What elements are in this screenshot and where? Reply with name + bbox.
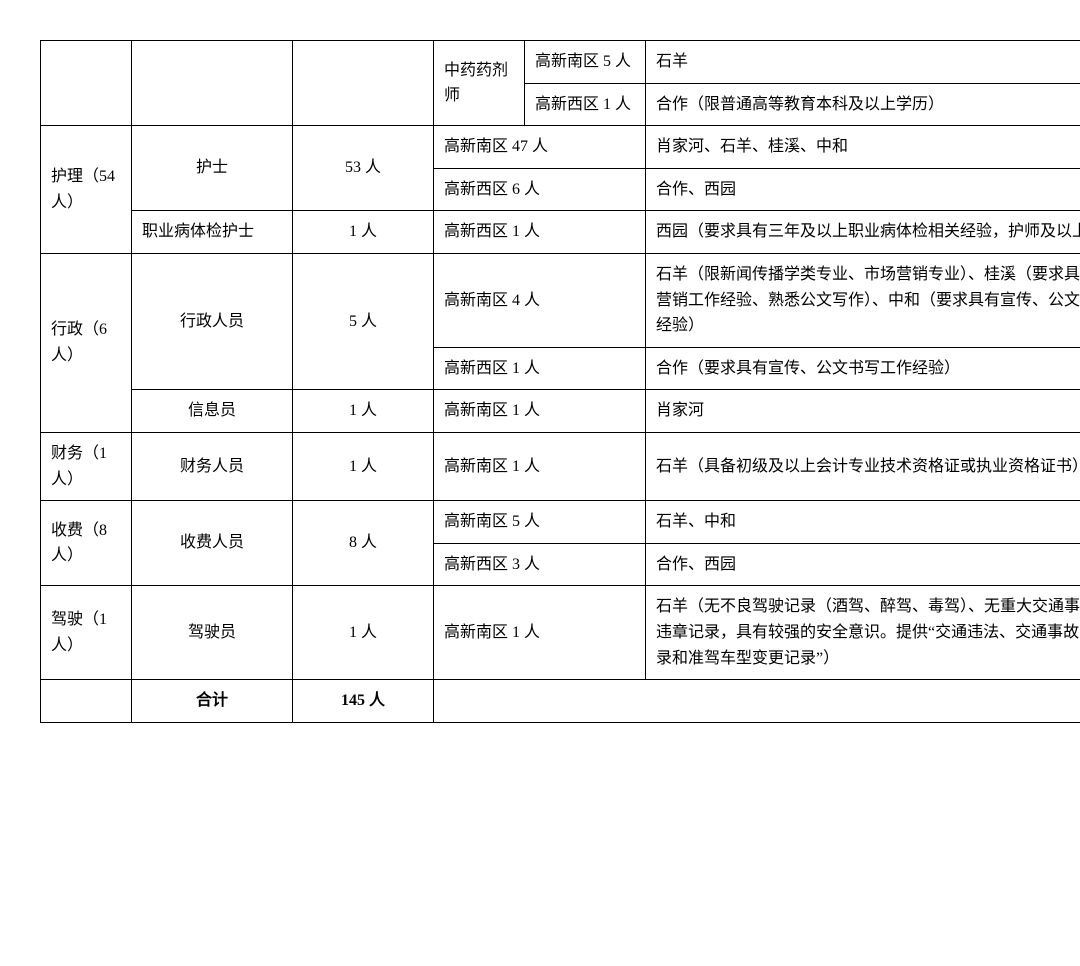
table-row: 信息员1 人高新南区 1 人肖家河 bbox=[41, 390, 1080, 433]
table-cell: 高新西区 1 人 bbox=[525, 83, 646, 126]
table-cell: 8 人 bbox=[293, 501, 434, 586]
table-cell: 1 人 bbox=[293, 586, 434, 680]
table-cell: 财务（1人） bbox=[41, 432, 132, 500]
table-cell: 信息员 bbox=[132, 390, 293, 433]
table-cell: 高新西区 6 人 bbox=[434, 168, 646, 211]
table-cell: 驾驶（1人） bbox=[41, 586, 132, 680]
table-cell: 驾驶员 bbox=[132, 586, 293, 680]
table-row: 收费（8人）收费人员8 人高新南区 5 人石羊、中和 bbox=[41, 501, 1080, 544]
table-cell: 行政人员 bbox=[132, 253, 293, 389]
table-cell bbox=[434, 680, 1080, 723]
table-cell: 1 人 bbox=[293, 432, 434, 500]
table-cell: 高新南区 1 人 bbox=[434, 390, 646, 433]
table-cell bbox=[132, 41, 293, 126]
table-cell: 1 人 bbox=[293, 390, 434, 433]
table-cell: 53 人 bbox=[293, 126, 434, 211]
table-cell: 合作（限普通高等教育本科及以上学历） bbox=[646, 83, 1080, 126]
table-cell: 肖家河 bbox=[646, 390, 1080, 433]
table-cell: 1 人 bbox=[293, 211, 434, 254]
table-cell: 收费人员 bbox=[132, 501, 293, 586]
table-row: 财务（1人）财务人员1 人高新南区 1 人石羊（具备初级及以上会计专业技术资格证… bbox=[41, 432, 1080, 500]
table-cell: 高新西区 1 人 bbox=[434, 347, 646, 390]
table-cell: 高新南区 47 人 bbox=[434, 126, 646, 169]
table-cell: 护理（54人） bbox=[41, 126, 132, 254]
table-row: 行政（6人）行政人员5 人高新南区 4 人石羊（限新闻传播学类专业、市场营销专业… bbox=[41, 253, 1080, 347]
table-cell: 高新南区 5 人 bbox=[434, 501, 646, 544]
table-row: 中药药剂师高新南区 5 人石羊 bbox=[41, 41, 1080, 84]
table-cell: 护士 bbox=[132, 126, 293, 211]
table-cell: 合作、西园 bbox=[646, 168, 1080, 211]
table-cell: 高新南区 1 人 bbox=[434, 432, 646, 500]
table-cell: 合计 bbox=[132, 680, 293, 723]
table-row: 合计145 人 bbox=[41, 680, 1080, 723]
table-cell: 石羊、中和 bbox=[646, 501, 1080, 544]
table-cell bbox=[41, 680, 132, 723]
table-cell: 高新南区 1 人 bbox=[434, 586, 646, 680]
table-cell: 西园（要求具有三年及以上职业病体检相关经验，护师及以上职称） bbox=[646, 211, 1080, 254]
table-cell: 石羊（无不良驾驶记录（酒驾、醉驾、毒驾）、无重大交通事故及交通违章记录，具有较强… bbox=[646, 586, 1080, 680]
table-cell bbox=[293, 41, 434, 126]
table-cell: 合作、西园 bbox=[646, 543, 1080, 586]
table-cell: 高新南区 4 人 bbox=[434, 253, 646, 347]
table-cell: 中药药剂师 bbox=[434, 41, 525, 126]
table-cell: 肖家河、石羊、桂溪、中和 bbox=[646, 126, 1080, 169]
table-cell: 高新南区 5 人 bbox=[525, 41, 646, 84]
table-cell: 合作（要求具有宣传、公文书写工作经验） bbox=[646, 347, 1080, 390]
table-cell: 石羊（具备初级及以上会计专业技术资格证或执业资格证书） bbox=[646, 432, 1080, 500]
table-cell: 收费（8人） bbox=[41, 501, 132, 586]
table-cell: 高新西区 1 人 bbox=[434, 211, 646, 254]
table-cell bbox=[41, 41, 132, 126]
table-row: 职业病体检护士1 人高新西区 1 人西园（要求具有三年及以上职业病体检相关经验，… bbox=[41, 211, 1080, 254]
table-cell: 职业病体检护士 bbox=[132, 211, 293, 254]
table-cell: 高新西区 3 人 bbox=[434, 543, 646, 586]
table-cell: 5 人 bbox=[293, 253, 434, 389]
table-row: 驾驶（1人）驾驶员1 人高新南区 1 人石羊（无不良驾驶记录（酒驾、醉驾、毒驾）… bbox=[41, 586, 1080, 680]
table-cell: 石羊（限新闻传播学类专业、市场营销专业）、桂溪（要求具有宣传、营销工作经验、熟悉… bbox=[646, 253, 1080, 347]
table-cell: 145 人 bbox=[293, 680, 434, 723]
table-cell: 石羊 bbox=[646, 41, 1080, 84]
table-cell: 行政（6人） bbox=[41, 253, 132, 432]
table-row: 护理（54人）护士53 人高新南区 47 人肖家河、石羊、桂溪、中和 bbox=[41, 126, 1080, 169]
table-cell: 财务人员 bbox=[132, 432, 293, 500]
recruitment-table: 中药药剂师高新南区 5 人石羊高新西区 1 人合作（限普通高等教育本科及以上学历… bbox=[40, 40, 1080, 723]
